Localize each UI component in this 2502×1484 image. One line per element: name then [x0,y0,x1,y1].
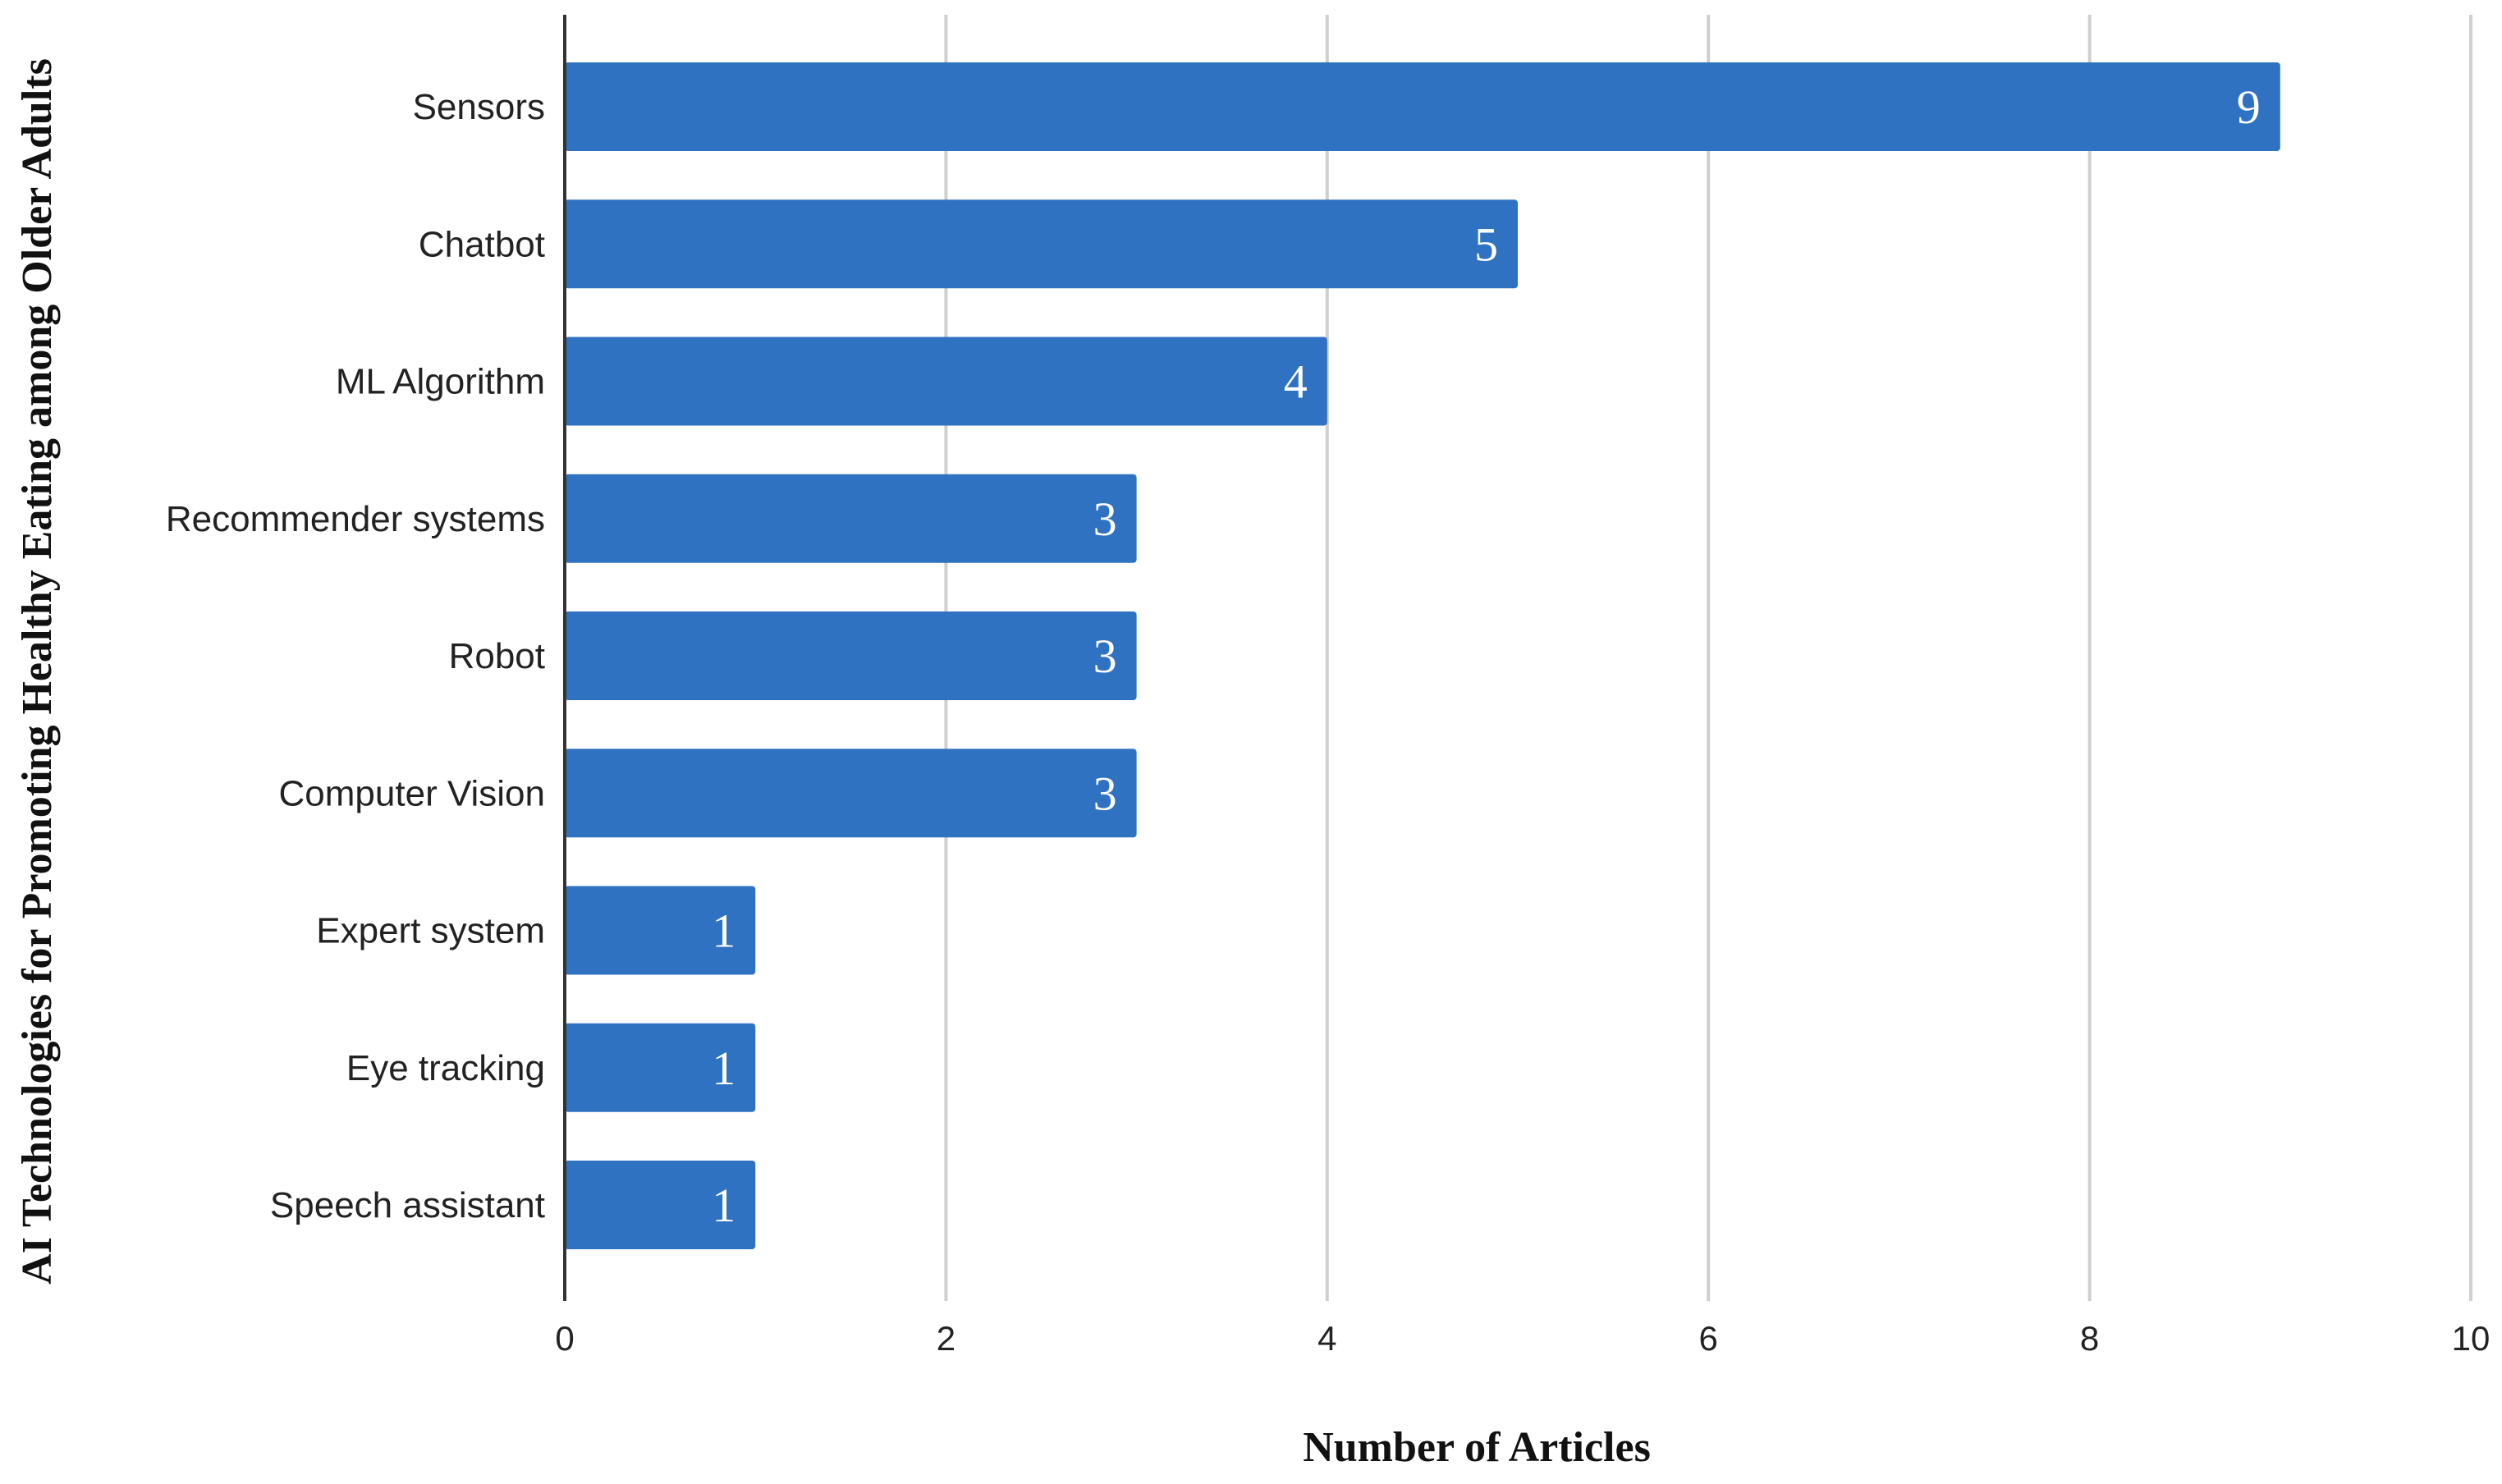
x-tick-label: 0 [555,1319,574,1358]
bar [565,886,756,975]
bar [565,62,2280,151]
category-label: Eye tracking [346,1048,545,1088]
bars [565,62,2280,1249]
bar [565,199,1518,289]
x-tick-label: 6 [1699,1319,1718,1358]
bar [565,749,1137,838]
category-labels: Sensors Chatbot ML Algorithm Recommender sy… [166,87,545,1225]
data-label: 1 [712,905,735,958]
x-tick-label: 8 [2080,1319,2099,1358]
category-label: Chatbot [419,224,545,264]
y-axis-title: AI Technologies for Promoting Healthy Ea… [14,58,61,1285]
bar [565,611,1137,700]
category-label: Recommender systems [166,499,545,539]
data-label: 3 [1093,492,1117,546]
x-tick-label: 4 [1317,1319,1336,1358]
data-label: 3 [1093,630,1117,683]
category-label: Computer Vision [279,773,545,813]
x-tick-label: 2 [937,1319,955,1358]
x-tick-label: 10 [2452,1319,2491,1358]
category-label: Sensors [413,87,545,127]
bar [565,337,1327,426]
bar [565,474,1137,563]
category-label: Speech assistant [270,1185,545,1225]
data-labels: 9 5 4 3 3 3 1 1 1 [712,80,2261,1232]
data-label: 3 [1093,767,1117,820]
category-label: Expert system [316,911,545,951]
x-tick-labels: 0 2 4 6 8 10 [555,1319,2490,1358]
category-label: Robot [449,636,545,676]
data-label: 1 [712,1042,735,1095]
x-axis-title: Number of Articles [1303,1424,1651,1471]
data-label: 9 [2237,80,2261,134]
data-label: 1 [712,1179,735,1232]
bar [565,1161,756,1249]
data-label: 5 [1474,218,1498,271]
data-label: 4 [1284,355,1308,409]
bar [565,1023,756,1112]
category-label: ML Algorithm [336,362,545,402]
